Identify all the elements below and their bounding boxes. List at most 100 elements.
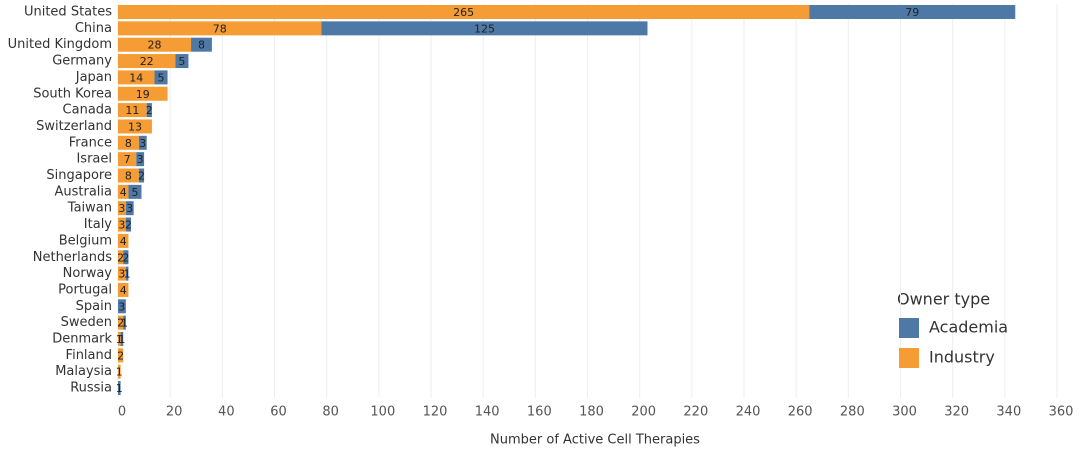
bar-segment [146,103,152,118]
bar-segment [120,332,124,346]
bar-segment [118,332,121,346]
data-label: 2 [117,349,124,362]
y-tick-label: Belgium [59,233,112,248]
data-label: 8 [198,39,205,52]
data-label: 8 [125,137,132,150]
data-label: 11 [125,104,139,117]
data-label: 13 [128,120,142,133]
y-tick-label: Portugal [58,282,112,297]
y-tick-label: Denmark [52,332,112,347]
data-label: 19 [136,88,150,101]
bar-segment [118,364,121,379]
bar-segment [191,37,212,52]
legend-label: Industry [929,348,995,367]
bar-segment [118,135,139,150]
bar-segment [118,21,322,36]
bar-segment [118,299,126,314]
bar-segment [118,201,126,216]
y-tick-label: Netherlands [33,250,112,265]
x-tick-label: 140 [475,405,500,420]
legend-title: Owner type [897,290,990,309]
data-label: 4 [120,235,127,248]
legend-label: Academia [929,318,1008,337]
data-label: 7 [124,153,131,166]
bar-segment [123,250,129,265]
data-label: 3 [137,153,144,166]
y-tick-label: United Kingdom [8,37,112,52]
bar-segment [118,381,121,396]
data-label: 2 [125,219,132,232]
y-tick-label: Israel [76,152,112,167]
bar-segment [136,152,145,167]
y-tick-label: Italy [84,217,113,232]
data-label: 3 [118,300,125,313]
y-tick-label: Singapore [46,168,112,183]
x-tick-label: 60 [270,405,287,420]
x-tick-label: 100 [370,405,395,420]
bar-segment [118,217,126,232]
data-label: 2 [122,251,129,264]
y-tick-label: Canada [63,103,112,118]
x-tick-label: 200 [631,405,656,420]
bar-segment [118,119,152,134]
data-label: 2 [117,251,124,264]
bar-segment [321,21,648,36]
data-label: 4 [120,284,127,297]
bar-segment [118,315,124,330]
bar-segment [809,5,1016,19]
data-label: 5 [178,55,185,68]
x-tick-label: 80 [322,405,339,420]
data-label: 3 [126,202,133,215]
x-tick-label: 120 [423,405,448,420]
bar-segment [118,103,147,118]
bar-segment [118,282,129,297]
bar-segment [118,348,124,363]
bar-segment [123,315,126,330]
data-label: 22 [140,55,154,68]
data-label: 3 [139,137,146,150]
y-tick-label: Germany [52,54,112,69]
bar-segment [125,217,132,232]
data-label: 28 [148,39,162,52]
x-axis-title: Number of Active Cell Therapies [490,433,700,448]
y-tick-label: Malaysia [55,364,112,379]
y-tick-label: Australia [54,184,112,199]
data-label: 3 [118,268,125,281]
data-label: 5 [131,186,138,199]
data-label: 265 [453,6,474,19]
data-label: 1 [116,333,123,346]
data-label: 79 [905,6,919,19]
data-label: 1 [116,366,123,379]
data-label: 8 [125,170,132,183]
data-label: 14 [129,71,143,84]
bar-segment [118,233,129,248]
data-label: 3 [118,202,125,215]
data-label: 78 [213,22,227,35]
bar-segment [125,201,134,216]
bar-segment [175,54,189,69]
bar-segment [125,266,129,281]
data-label: 5 [158,71,165,84]
y-tick-label: Finland [66,348,112,363]
data-label: 3 [118,219,125,232]
bar-segment [128,184,142,199]
y-tick-label: Taiwan [67,201,112,216]
data-label: 4 [120,186,127,199]
data-label: 125 [474,22,495,35]
data-label: 1 [124,268,131,281]
x-tick-label: 260 [788,405,813,420]
legend-swatch [899,318,919,338]
x-tick-label: 220 [683,405,708,420]
x-tick-label: 320 [944,405,969,420]
x-tick-label: 240 [736,405,761,420]
legend-swatch [899,348,919,368]
bar-segment [138,168,145,183]
bar-segment [118,70,155,85]
y-tick-label: Norway [63,266,113,281]
bar-segment [118,54,176,69]
bar-segment [118,37,192,52]
bar-segment [118,152,137,167]
data-label: 2 [117,317,124,330]
